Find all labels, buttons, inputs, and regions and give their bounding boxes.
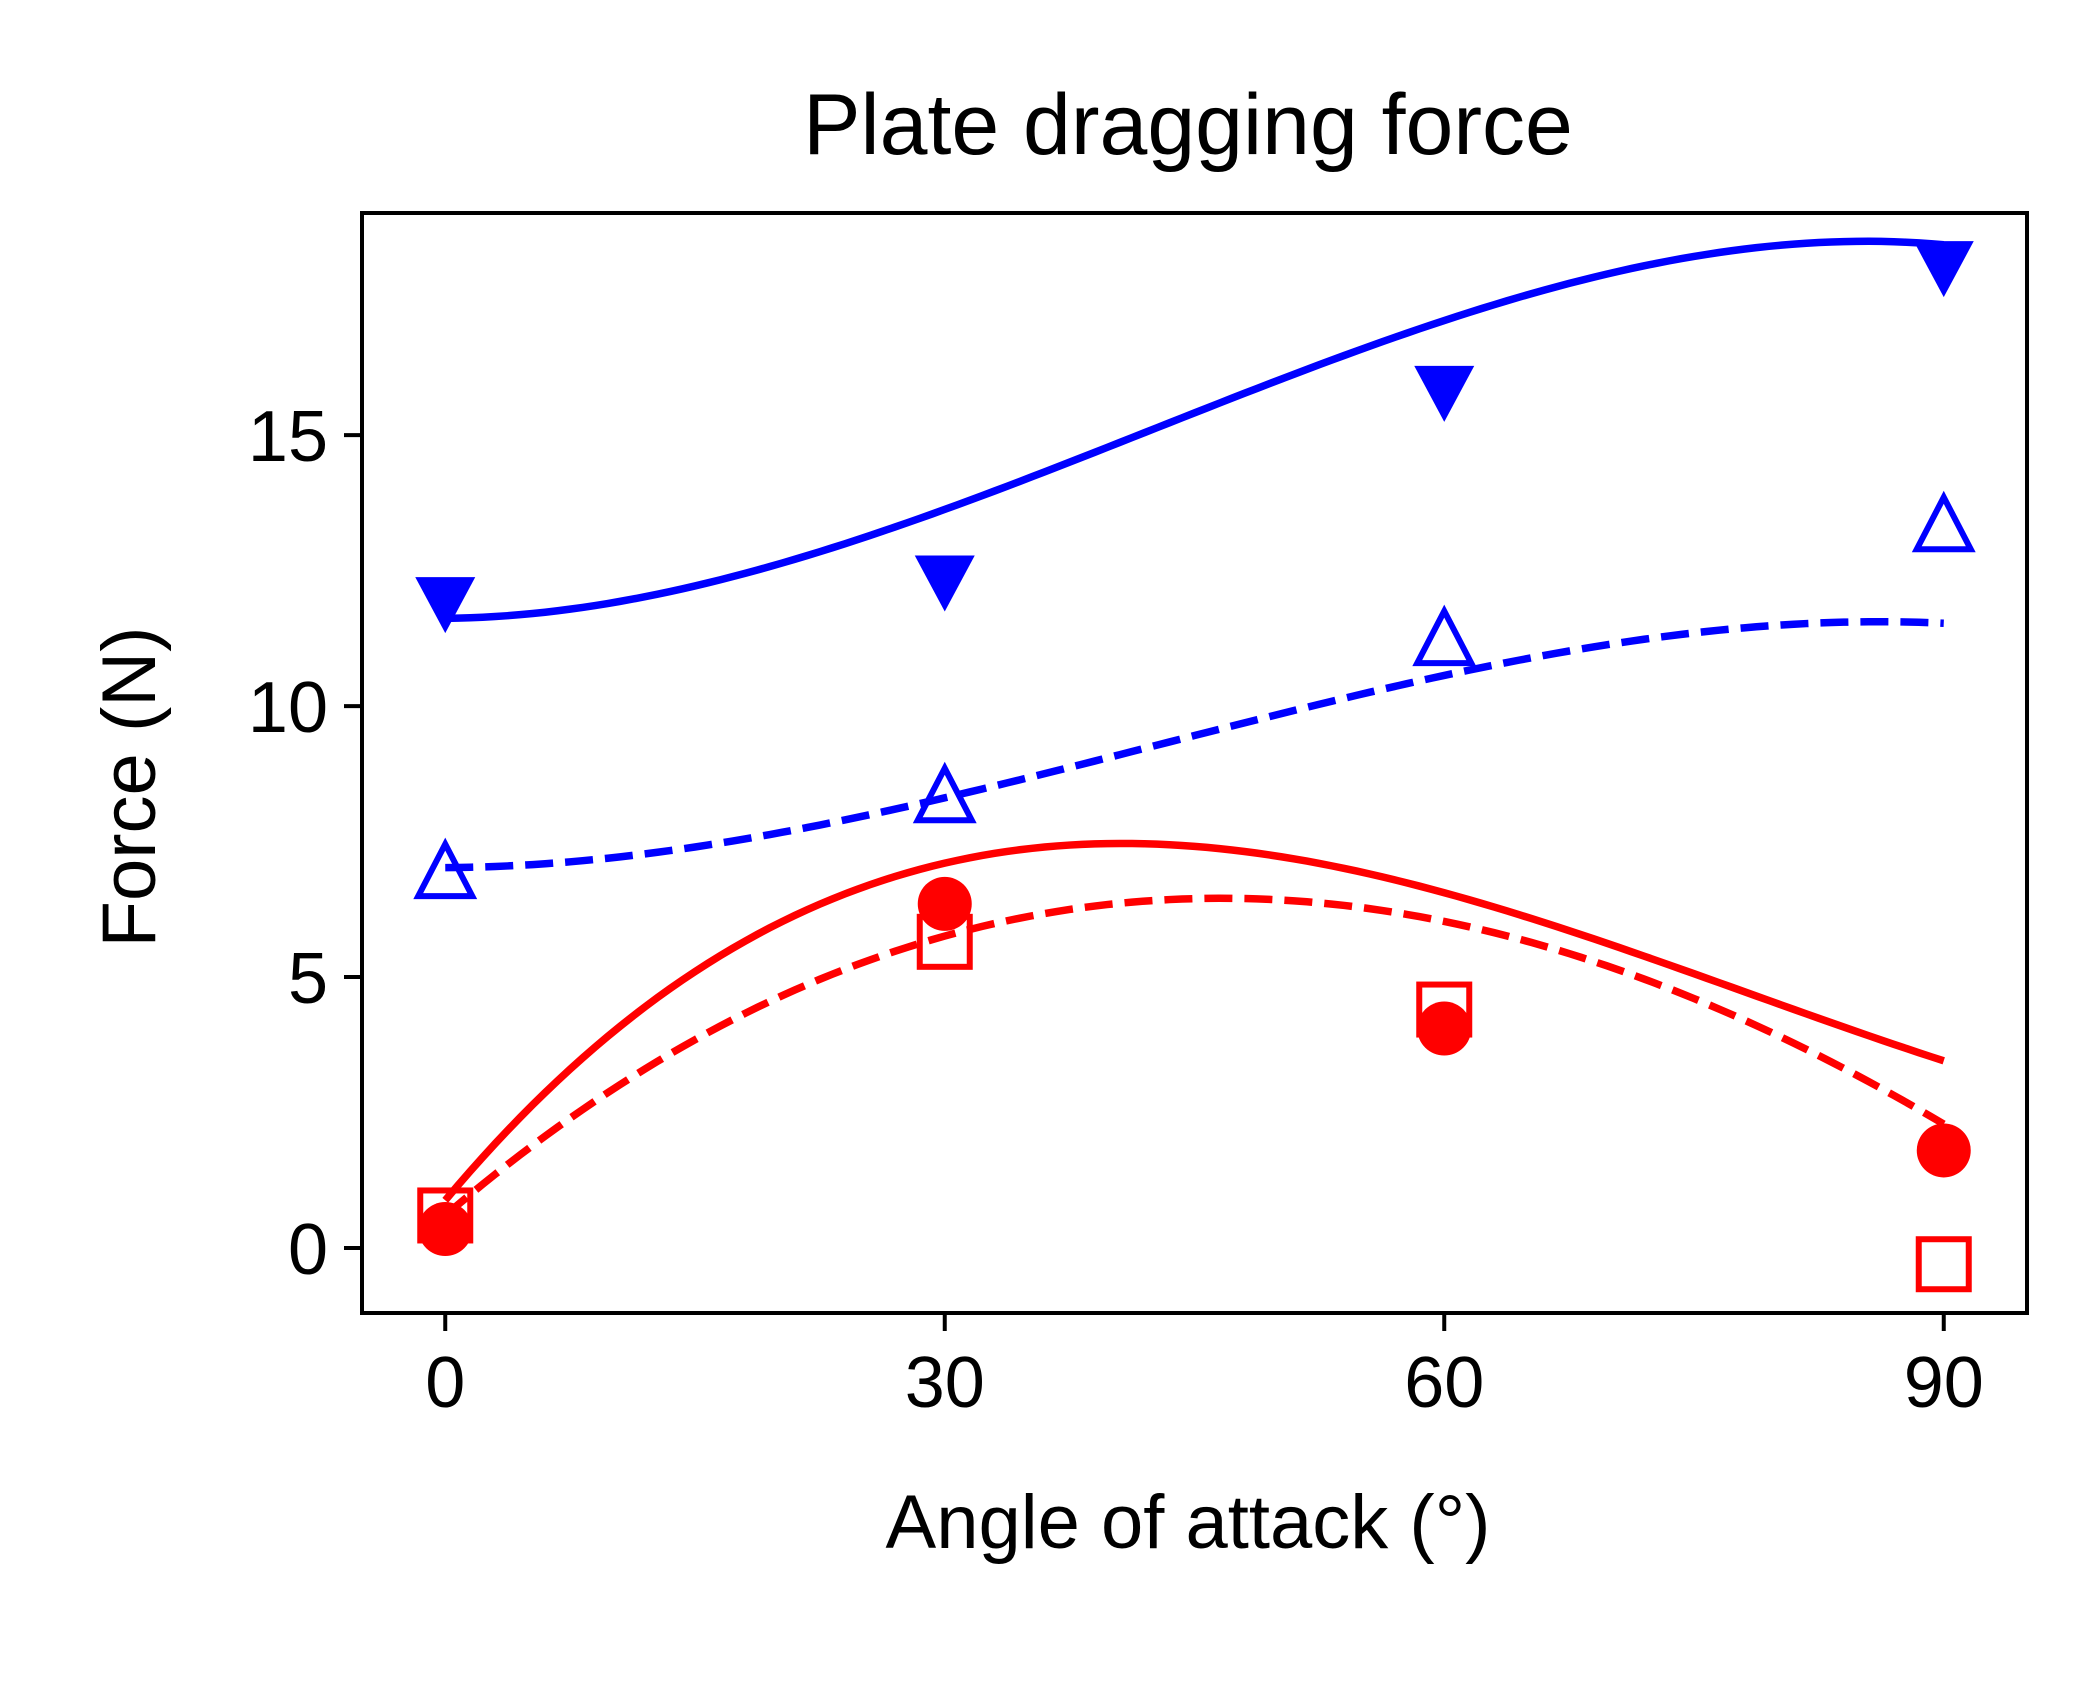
series-2-point — [413, 837, 478, 900]
y-tick-label: 15 — [248, 397, 328, 477]
series-4-point — [1915, 1236, 1972, 1293]
series-1-point — [415, 577, 476, 634]
series-3-point — [418, 1202, 473, 1257]
y-tick-label: 5 — [288, 939, 328, 1019]
y-axis-label: Force (N) — [87, 627, 172, 948]
series-3-point — [917, 876, 972, 931]
series-4-point — [417, 1187, 474, 1244]
series-1-line — [445, 237, 1945, 623]
series-4-point — [916, 913, 973, 970]
series-1-point — [1913, 241, 1974, 298]
series-2-line — [445, 617, 1944, 872]
y-tick-label: 10 — [248, 668, 328, 748]
axes-layer: 0 30 60 90 0 5 10 15 — [248, 211, 2029, 1423]
x-axis-label: Angle of attack (°) — [886, 1480, 1491, 1565]
series-2-point — [1911, 490, 1976, 553]
x-tick-label: 30 — [905, 1343, 985, 1423]
series-4-line — [442, 894, 1946, 1219]
series-lines — [442, 237, 1946, 1219]
series-2-point — [1412, 604, 1477, 667]
x-tick-label: 90 — [1904, 1343, 1984, 1423]
series-1-point — [1414, 365, 1475, 422]
series-3-point — [1916, 1123, 1971, 1178]
chart-title: Plate dragging force — [803, 77, 1573, 173]
series-layer — [413, 237, 1976, 1293]
y-tick-label: 0 — [288, 1210, 328, 1290]
series-2-point — [912, 761, 977, 824]
series-3-line — [442, 839, 1945, 1203]
x-tick-label: 0 — [425, 1343, 465, 1423]
x-tick-label: 60 — [1404, 1343, 1484, 1423]
series-4-point — [1416, 981, 1473, 1038]
series-1-point — [914, 555, 975, 612]
plot-frame — [360, 211, 2029, 1315]
series-markers — [413, 241, 1976, 1293]
series-3-point — [1417, 1001, 1472, 1056]
